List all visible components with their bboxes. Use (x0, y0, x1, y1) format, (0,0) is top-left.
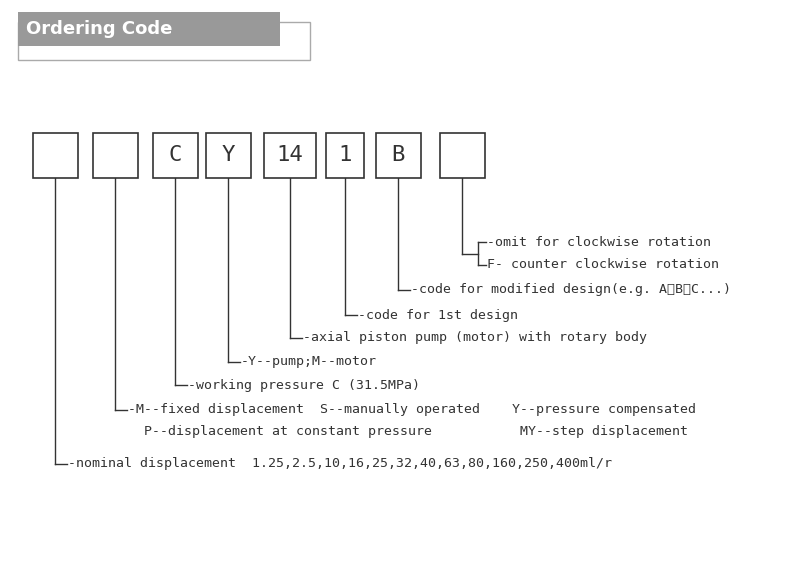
Text: -code for modified design(e.g. A、B、C...): -code for modified design(e.g. A、B、C...) (411, 284, 731, 297)
Text: -working pressure C (31.5MPa): -working pressure C (31.5MPa) (188, 378, 420, 391)
Text: -omit for clockwise rotation: -omit for clockwise rotation (487, 236, 711, 249)
Bar (326, 133, 364, 178)
Text: B: B (391, 145, 405, 165)
Bar (33, 133, 78, 178)
Text: 1: 1 (338, 145, 352, 165)
Text: Y: Y (222, 145, 234, 165)
Text: F- counter clockwise rotation: F- counter clockwise rotation (487, 258, 719, 271)
Bar (153, 133, 198, 178)
Text: 14: 14 (277, 145, 303, 165)
Text: C: C (168, 145, 182, 165)
Text: -Y--pump;M--motor: -Y--pump;M--motor (241, 355, 377, 368)
Bar (93, 133, 138, 178)
Text: -M--fixed displacement  S--manually operated    Y--pressure compensated: -M--fixed displacement S--manually opera… (128, 403, 696, 416)
Bar (206, 133, 250, 178)
Text: Ordering Code: Ordering Code (26, 20, 172, 38)
Text: P--displacement at constant pressure           MY--step displacement: P--displacement at constant pressure MY-… (128, 425, 688, 438)
Bar (264, 133, 316, 178)
Bar (375, 133, 421, 178)
Text: -nominal displacement  1.25,2.5,10,16,25,32,40,63,80,160,250,400ml/r: -nominal displacement 1.25,2.5,10,16,25,… (68, 457, 612, 470)
Bar (18, 12, 280, 46)
Text: -axial piston pump (motor) with rotary body: -axial piston pump (motor) with rotary b… (303, 332, 647, 345)
Bar (439, 133, 485, 178)
Text: -code for 1st design: -code for 1st design (358, 309, 518, 321)
Bar (18, 22, 310, 60)
